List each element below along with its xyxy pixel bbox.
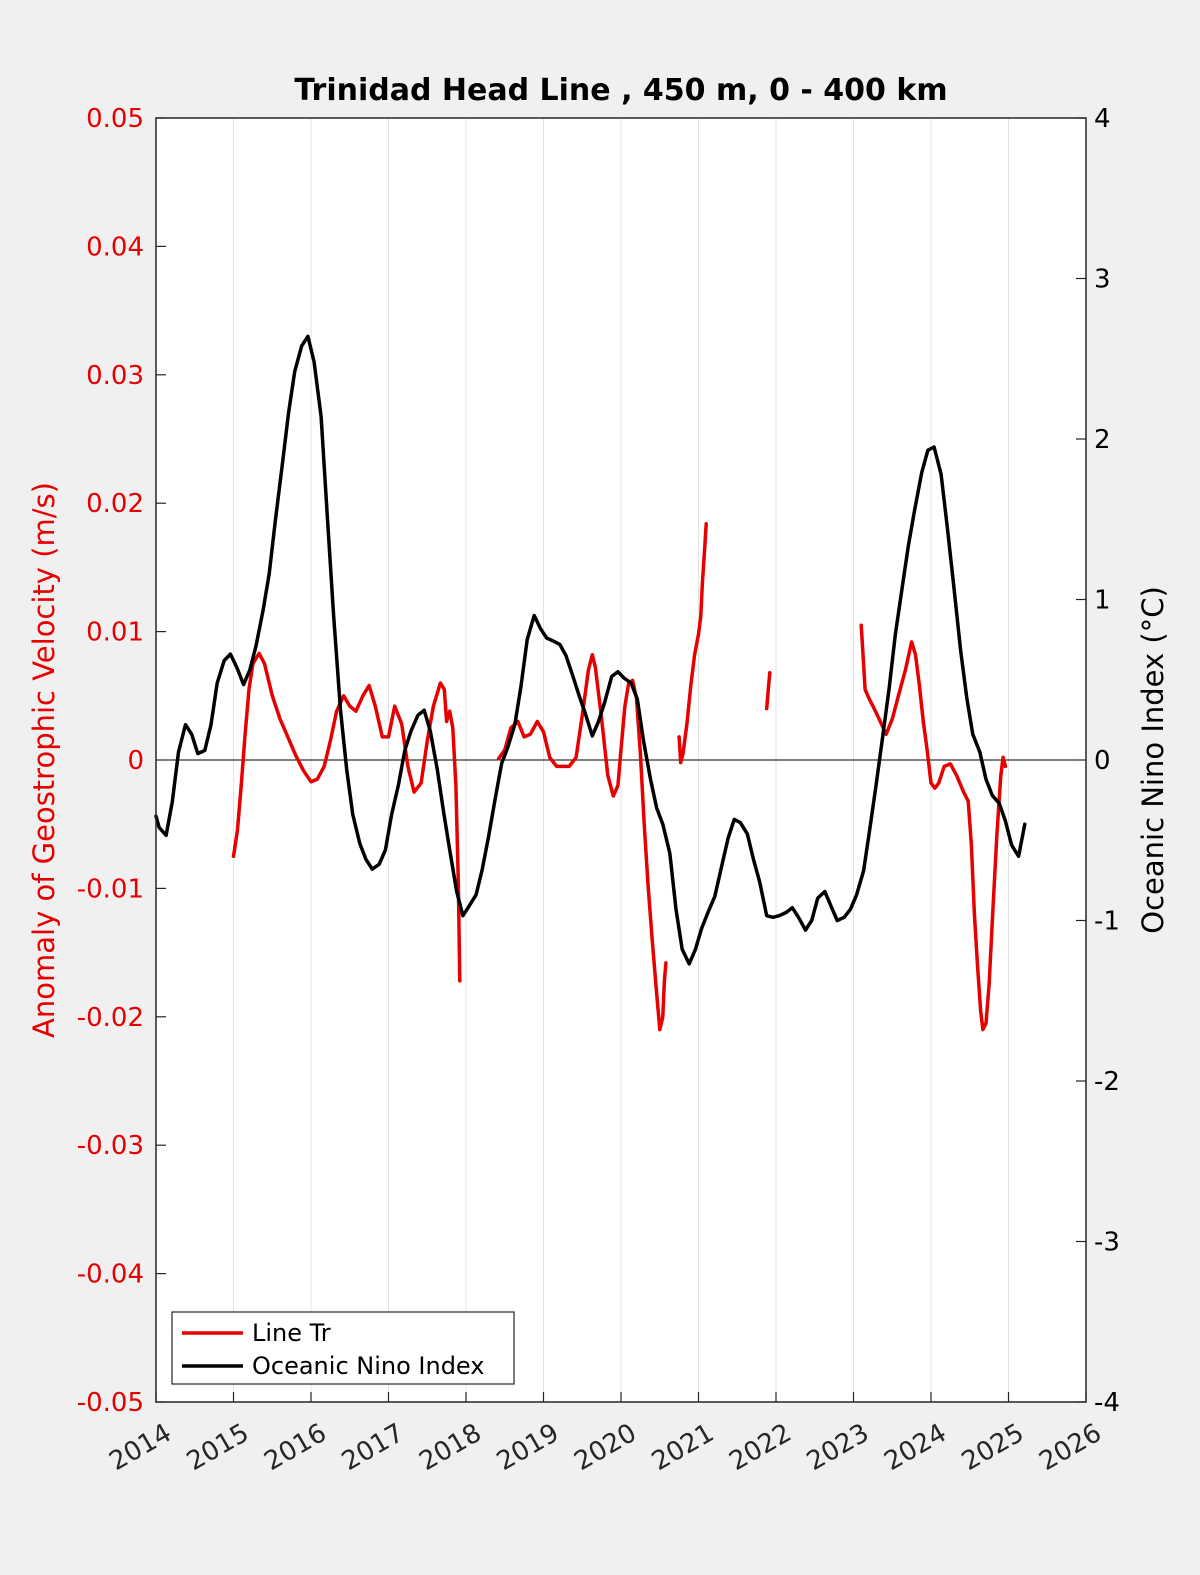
series-line-line-tr bbox=[677, 521, 708, 765]
y-left-tick-label: -0.03 bbox=[77, 1131, 144, 1161]
chart-title: Trinidad Head Line , 450 m, 0 - 400 km bbox=[294, 73, 947, 108]
legend-box bbox=[171, 1311, 515, 1385]
y-right-tick-label: -2 bbox=[1094, 1067, 1120, 1097]
y-right-tick-label: -3 bbox=[1094, 1228, 1120, 1258]
y-right-tick-label: 4 bbox=[1094, 104, 1111, 134]
y-left-tick-label: 0 bbox=[127, 746, 144, 776]
series-line-line-tr bbox=[496, 652, 668, 1032]
series-layer bbox=[154, 334, 1027, 1032]
y-left-tick-label: -0.04 bbox=[77, 1260, 144, 1290]
y-left-tick-label: 0.04 bbox=[86, 232, 144, 262]
series-line-oceanic-nino-index bbox=[154, 334, 1027, 966]
y-left-tick-label: 0.01 bbox=[86, 618, 144, 648]
series-line-line-tr bbox=[231, 651, 462, 983]
y-left-tick-label: 0.05 bbox=[86, 104, 144, 134]
y-left-tick-label: 0.03 bbox=[86, 361, 144, 391]
legend-label-oni: Oceanic Nino Index bbox=[252, 1352, 484, 1380]
y-left-tick-label: 0.02 bbox=[86, 489, 144, 519]
y-right-tick-label: -4 bbox=[1094, 1388, 1120, 1418]
y-right-tick-label: 3 bbox=[1094, 265, 1111, 295]
y-right-tick-label: 2 bbox=[1094, 425, 1111, 455]
y-left-tick-label: -0.02 bbox=[77, 1003, 144, 1033]
legend-label-line-tr: Line Tr bbox=[252, 1319, 331, 1347]
legend: Line Tr Oceanic Nino Index bbox=[171, 1311, 515, 1385]
y-left-tick-label: -0.01 bbox=[77, 874, 144, 904]
left-axis-label: Anomaly of Geostrophic Velocity (m/s) bbox=[27, 482, 61, 1038]
series-line-line-tr bbox=[764, 670, 772, 711]
right-axis-label: Oceanic Nino Index (°C) bbox=[1136, 586, 1170, 934]
y-left-tick-label: -0.05 bbox=[77, 1388, 144, 1418]
y-right-tick-label: 0 bbox=[1094, 746, 1111, 776]
y-right-tick-label: 1 bbox=[1094, 586, 1111, 616]
y-right-tick-label: -1 bbox=[1094, 907, 1120, 937]
